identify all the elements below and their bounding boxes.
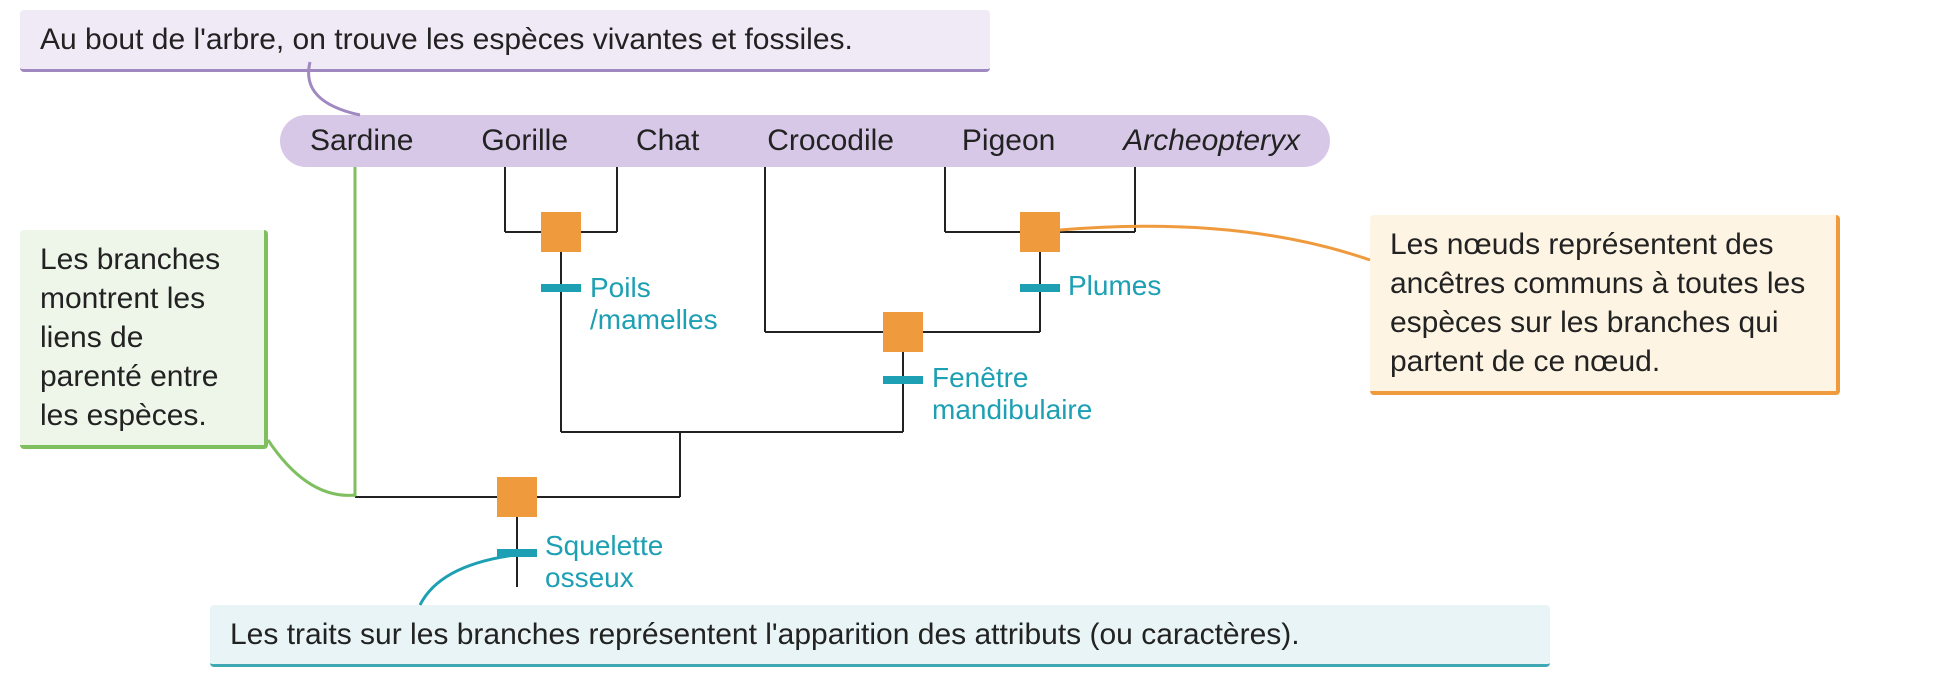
species-archeopteryx: Archeopteryx [1123, 124, 1300, 158]
species-sardine: Sardine [310, 124, 413, 158]
node-archosaurs [883, 312, 923, 352]
trait-text-squelette: Squelette osseux [545, 530, 663, 593]
species-crocodile: Crocodile [767, 124, 894, 158]
node-mammals [541, 212, 581, 252]
trait-text-poils: Poils /mamelles [590, 272, 718, 335]
pointer-right [1060, 225, 1380, 285]
pointer-top [300, 62, 420, 122]
trait-label-fenetre: Fenêtre mandibulaire [932, 362, 1132, 426]
species-bar: Sardine Gorille Chat Crocodile Pigeon Ar… [280, 115, 1330, 167]
node-birds [1020, 212, 1060, 252]
pointer-left [268, 440, 368, 510]
callout-left: Les branches montrent les liens de paren… [20, 230, 268, 449]
trait-text-fenetre: Fenêtre mandibulaire [932, 362, 1092, 425]
callout-bottom: Les traits sur les branches représentent… [210, 605, 1550, 667]
species-pigeon: Pigeon [962, 124, 1055, 158]
pointer-bottom [420, 555, 560, 615]
trait-label-squelette: Squelette osseux [545, 530, 705, 594]
trait-label-poils: Poils /mamelles [590, 272, 750, 336]
species-gorille: Gorille [481, 124, 568, 158]
node-root [497, 477, 537, 517]
callout-right: Les nœuds représentent des ancêtres comm… [1370, 215, 1840, 395]
callout-top: Au bout de l'arbre, on trouve les espèce… [20, 10, 990, 72]
species-chat: Chat [636, 124, 699, 158]
